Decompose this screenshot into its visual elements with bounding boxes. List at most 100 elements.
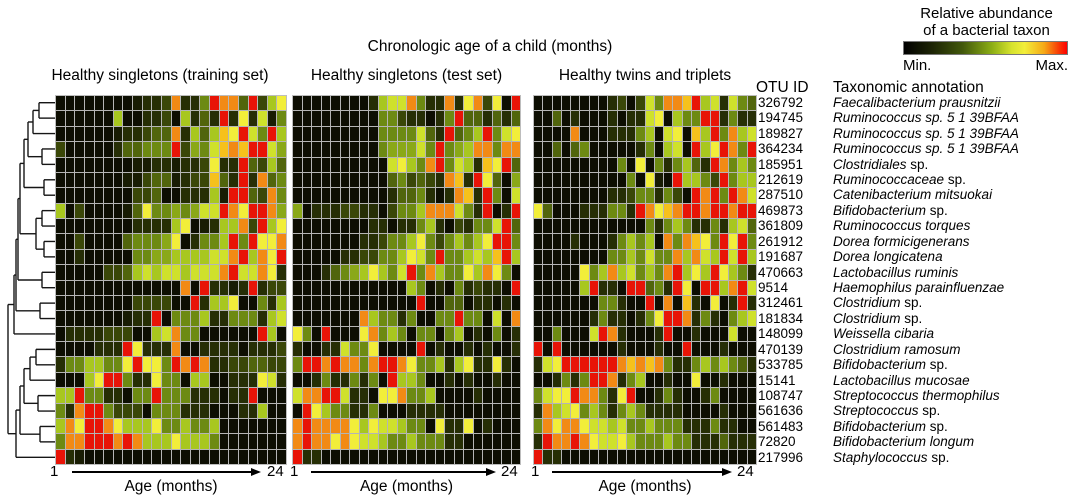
heatmap-cell [426,311,435,326]
heatmap-cell [747,249,756,265]
heatmap-cell [426,142,435,157]
heatmap-cell [113,188,123,203]
heatmap-cell [378,265,387,280]
heatmap-cell [133,388,142,403]
heatmap-cell [65,234,75,249]
taxon-label: Catenibacterium mitsuokai [833,187,993,203]
heatmap-cell [293,326,302,341]
heatmap-cell [464,157,473,172]
otu-id-label: 72820 [758,434,796,450]
heatmap-cell [445,157,454,172]
heatmap-cell [492,203,501,218]
heatmap-cell [152,372,161,388]
otu-id-label: 185951 [758,156,804,172]
heatmap-cell [636,157,645,172]
heatmap-cell [664,188,673,203]
heatmap-cell [369,357,378,372]
heatmap-cell [719,142,729,157]
heatmap-cell [483,96,492,111]
heatmap-cell [673,403,682,418]
heatmap-cell [94,388,104,403]
heatmap-cell [608,249,617,265]
heatmap-cell [710,418,719,434]
heatmap-cell [142,326,152,341]
heatmap-cell [267,357,277,372]
heatmap-cell [580,434,589,449]
heatmap-cell [219,326,229,341]
heatmap-cell [369,249,378,265]
heatmap-cell [113,434,123,449]
heatmap-cell [267,418,277,434]
heatmap-cell [133,311,142,326]
heatmap-cell [267,142,277,157]
heatmap-cell [682,157,691,172]
heatmap-cell [445,96,454,111]
heatmap-cell [580,219,589,234]
heatmap-cell [502,342,511,357]
heatmap-cell [483,357,492,372]
heatmap-cell [219,111,229,126]
heatmap-cell [552,388,561,403]
heatmap-cell [719,357,729,372]
heatmap-cell [511,188,520,203]
otu-id-label: 364234 [758,141,804,157]
heatmap-cell [190,326,200,341]
heatmap-cell [359,142,368,157]
heatmap-cell [248,434,258,449]
heatmap-cell [152,234,161,249]
heatmap-cell [426,342,435,357]
heatmap-cell [258,295,267,311]
heatmap-cell [561,388,571,403]
heatmap-cell [543,357,552,372]
heatmap-cell [142,142,152,157]
heatmap-cell [229,111,238,126]
heatmap-cell [416,142,425,157]
heatmap-cell [397,434,406,449]
heatmap-cell [701,265,710,280]
taxon-label: Faecalibacterium prausnitzii [833,94,1001,110]
heatmap-cell [248,326,258,341]
heatmap-cell [123,280,132,295]
heatmap-cell [464,203,473,218]
heatmap-cell [534,234,543,249]
heatmap-cell [608,265,617,280]
heatmap-cell [416,219,425,234]
heatmap-cell [426,234,435,249]
heatmap-cell [701,403,710,418]
heatmap-cell [608,403,617,418]
heatmap-cell [378,280,387,295]
heatmap-cell [552,96,561,111]
heatmap-cell [552,234,561,249]
heatmap-cell [445,434,454,449]
heatmap-cell [534,142,543,157]
heatmap-cell [636,326,645,341]
heatmap-cell [719,449,729,464]
heatmap-cell [397,234,406,249]
heatmap-cell [200,449,209,464]
heatmap-cell [608,234,617,249]
heatmap-cell [445,111,454,126]
heatmap-cell [729,357,738,372]
heatmap-cell [369,342,378,357]
heatmap-cell [534,311,543,326]
heatmap-cell [492,219,501,234]
heatmap-cell [416,157,425,172]
heatmap-cell [293,342,302,357]
heatmap-cell [267,126,277,142]
heatmap-cell [75,219,84,234]
heatmap-cell [133,188,142,203]
heatmap-cell [608,111,617,126]
heatmap-cell [426,188,435,203]
heatmap-cell [190,126,200,142]
heatmap-cell [445,311,454,326]
heatmap-cell [561,188,571,203]
heatmap-cell [691,142,701,157]
heatmap-cell [181,188,190,203]
taxon-label: Ruminococcus torques [833,218,971,234]
heatmap-cell [397,249,406,265]
heatmap-cell [729,434,738,449]
heatmap-cell [492,265,501,280]
heatmap-cell [133,126,142,142]
heatmap-cell [94,280,104,295]
heatmap-cell [511,157,520,172]
